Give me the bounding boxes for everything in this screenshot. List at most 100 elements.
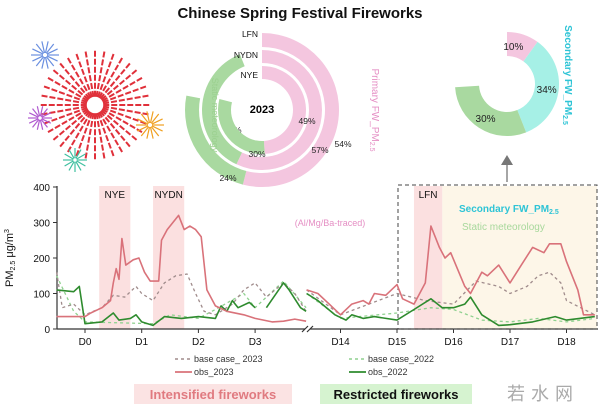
series-obs_2022-panel-0 (265, 282, 307, 312)
ring-name-nye: NYE (241, 70, 259, 80)
series-base_2023-panel-1 (306, 271, 596, 316)
firework-ray (32, 55, 44, 62)
firework-ray (40, 108, 48, 117)
arrow-up (501, 155, 513, 182)
firework-ray (68, 149, 75, 159)
firework-ray (44, 41, 49, 54)
axis-break (301, 325, 314, 333)
ring-nye-static (218, 99, 265, 154)
caption-intensified: Intensified fireworks (150, 387, 276, 402)
ring-nydn-static (202, 54, 245, 165)
fireworks-illustration (28, 41, 164, 172)
x-tick-label: D14 (331, 337, 350, 348)
ring-lfn-primary (242, 33, 340, 187)
x-tick-label: D18 (557, 337, 576, 348)
ring-name-lfn: LFN (242, 29, 258, 39)
slice-secondary (517, 41, 559, 133)
firework-ray (36, 119, 41, 130)
firework-ray (35, 43, 45, 54)
ring-static-pct: 24% (219, 173, 236, 183)
firework-ray (32, 108, 40, 117)
firework-ray (45, 56, 55, 67)
legend-obs-2022: obs_2022 (368, 367, 408, 377)
watermark: 若水网 (507, 384, 579, 404)
static-period-shade (442, 186, 597, 329)
series-obs_2023-panel-0 (56, 214, 307, 323)
x-tick-label: D16 (444, 337, 463, 348)
firework-ray (40, 119, 48, 128)
y-tick-label: 400 (33, 183, 50, 194)
caption-right-bg (320, 384, 472, 404)
ring-static-pct: 30% (248, 149, 265, 159)
donut-center-label: 2023 (250, 104, 274, 116)
series-obs_2022-panel-1 (306, 292, 595, 327)
y-tick-label: 100 (33, 290, 50, 301)
ring-lfn-static (185, 95, 247, 185)
x-tick-label: D15 (388, 337, 407, 348)
firework-ray (28, 118, 39, 124)
caption-restricted: Restricted fireworks (334, 387, 459, 402)
firework-ray (146, 111, 151, 124)
ring-primary-pct: 54% (334, 139, 351, 149)
firework-ray (76, 160, 86, 167)
firework-ray (35, 56, 45, 67)
firework-ray (150, 113, 160, 124)
primary-fw-label: Primary FW_PM2.5 (368, 68, 380, 151)
firework-ray (149, 126, 154, 139)
legend-left: base case_ 2023 obs_2023 (175, 354, 263, 377)
firework-ray (68, 161, 75, 171)
y-label-part: 3 (4, 229, 11, 233)
ring-primary-pct: 57% (311, 145, 328, 155)
slice-label-secondary: 34% (537, 85, 557, 96)
box-secondary-label: Secondary FW_PM2.5 (459, 204, 559, 216)
firework-ray (151, 125, 163, 132)
tracer-note: (Al/Mg/Ba-traced) (295, 218, 366, 228)
figure-title: Chinese Spring Festival Fireworks (177, 5, 422, 22)
ring-name-nydn: NYDN (234, 50, 258, 60)
firework-ray (41, 56, 46, 69)
y-tick-label: 200 (33, 254, 50, 265)
event-shade-nye (99, 186, 131, 329)
event-label-lfn: LFN (419, 190, 438, 201)
firework-ray (39, 119, 44, 130)
firework-ray (39, 106, 44, 117)
donut-secondary: 10% 34% 30% (455, 32, 559, 137)
secondary-fw-side-label: Secondary FW_PM2.5 (561, 25, 573, 125)
y-label-part: 2.5 (10, 261, 17, 271)
firework-ray (140, 126, 150, 137)
event-shade-nydn (153, 186, 185, 329)
firework-ray (137, 118, 149, 125)
firework-ray (64, 160, 74, 167)
ring-nydn-primary (236, 50, 322, 171)
series-base_2022-panel-0 (56, 275, 307, 325)
firework-ray (28, 112, 39, 118)
firework-ray (32, 48, 44, 55)
event-label-nydn: NYDN (154, 190, 182, 201)
firework-ray (45, 43, 55, 54)
y-label-part: PM (4, 270, 16, 287)
legend-obs-2023: obs_2023 (194, 367, 234, 377)
firework-ray (76, 153, 86, 160)
static-meteorology-label: Static meteorology (210, 78, 220, 153)
firework-ray (36, 106, 41, 117)
legend-right: base case_2022 obs_2022 (349, 354, 434, 377)
legend-base-2022: base case_2022 (368, 354, 434, 364)
series-obs_2023-panel-1 (306, 225, 595, 316)
firework-ray (150, 126, 160, 137)
firework-ray (64, 153, 74, 160)
slice-label-static: 30% (476, 114, 496, 125)
y-tick-label: 300 (33, 219, 50, 230)
firework-ray (46, 48, 58, 55)
firework-ray (44, 56, 49, 69)
firework-ray (41, 118, 52, 124)
x-tick-label: D3 (249, 337, 262, 348)
x-tick-label: D1 (135, 337, 148, 348)
y-axis-label: PM2.5 μg/m3 (4, 229, 17, 287)
slice-static (455, 85, 527, 137)
firework-ray (137, 125, 149, 132)
slice-primary (507, 32, 538, 62)
slice-label-primary: 10% (503, 42, 523, 53)
firework-ray (149, 111, 154, 124)
